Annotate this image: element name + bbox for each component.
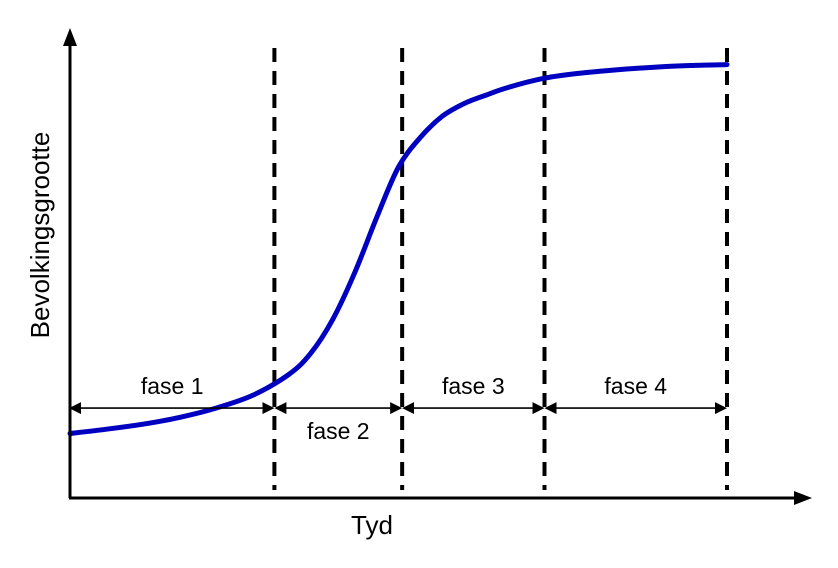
phase-label-3: fase 3 — [442, 373, 505, 399]
x-axis-arrowhead — [794, 491, 812, 505]
phase-label-4: fase 4 — [604, 373, 667, 399]
phase-label-1: fase 1 — [141, 373, 204, 399]
phase-arrows: fase 1 fase 2 fase 3 fase 4 — [69, 373, 727, 444]
x-axis-label: Tyd — [351, 510, 393, 540]
phase-label-2: fase 2 — [307, 418, 370, 444]
phase-boundaries — [272, 48, 729, 490]
y-axis-label: Bevolkingsgrootte — [25, 132, 55, 339]
y-axis-arrowhead — [63, 28, 77, 46]
